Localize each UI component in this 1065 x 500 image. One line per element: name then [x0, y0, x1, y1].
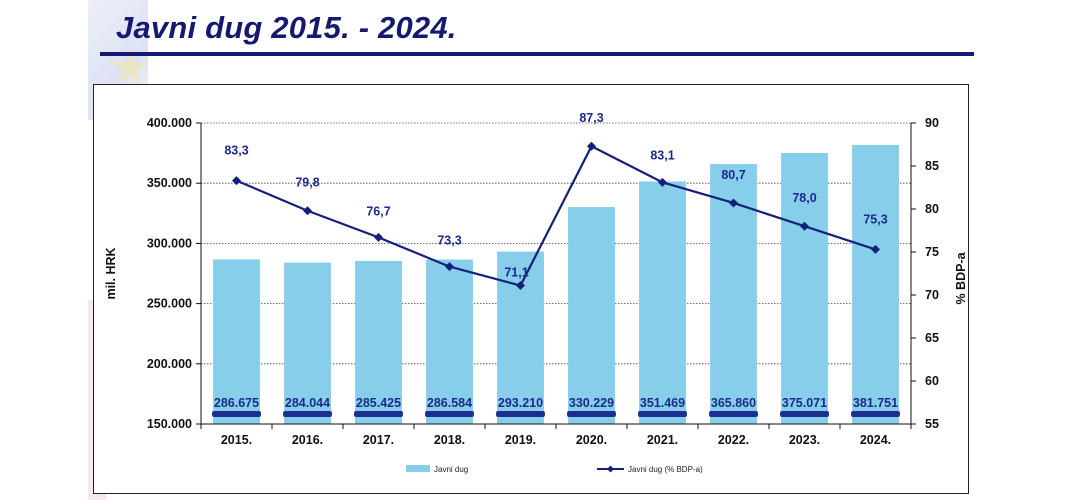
line-point [658, 177, 667, 187]
y-tick-label: 150.000 [147, 417, 192, 431]
bar-label-underline [496, 411, 545, 417]
x-tick-label: 2019. [505, 433, 536, 447]
y-tick-label: 400.000 [147, 116, 192, 130]
bar-value-label: 286.584 [427, 396, 472, 410]
page-title: Javni dug 2015. - 2024. [116, 10, 457, 45]
bar-label-underline [780, 411, 829, 417]
line-point [374, 232, 383, 242]
y-axis-title: mil. HRK [104, 247, 118, 299]
bar-label-underline [638, 411, 687, 417]
bar-label-underline [425, 411, 474, 417]
bar-value-label: 293.210 [498, 396, 543, 410]
y-tick-label: 200.000 [147, 357, 192, 371]
x-tick-label: 2022. [718, 433, 749, 447]
bar [639, 181, 686, 424]
bar [852, 144, 899, 424]
bar-label-underline [354, 411, 403, 417]
line-point-label: 73,3 [437, 234, 461, 248]
bar-value-label: 284.044 [285, 396, 330, 410]
legend-swatch-marker [607, 465, 614, 473]
bar-label-underline [567, 411, 616, 417]
line-point-label: 78,0 [792, 191, 816, 205]
bar [284, 262, 331, 424]
bar-value-label: 375.071 [782, 396, 827, 410]
line-point [800, 221, 809, 231]
line-point [871, 244, 880, 254]
y2-tick-label: 65 [925, 331, 939, 345]
y-tick-label: 350.000 [147, 176, 192, 190]
combo-chart: 150.000 200.000 250.000 300.000 350.000 400.0… [104, 111, 968, 474]
line-point-label: 79,8 [295, 176, 319, 190]
line-point-label: 83,3 [224, 144, 248, 158]
x-tick-label: 2016. [292, 433, 323, 447]
y2-tick-label: 55 [925, 417, 939, 431]
bar [568, 207, 615, 424]
x-tick-label: 2015. [221, 433, 252, 447]
y2-axis-title: % BDP-a [954, 251, 968, 304]
line-point [516, 281, 525, 291]
line-point [729, 198, 738, 208]
y2-tick-label: 70 [925, 288, 939, 302]
bar-label-underline [283, 411, 332, 417]
bar-label-underline [709, 411, 758, 417]
bar-label-underline [212, 411, 261, 417]
bar [355, 260, 402, 424]
y2-tick-label: 75 [925, 245, 939, 259]
y-tick-label: 250.000 [147, 297, 192, 311]
line-series [236, 144, 876, 287]
y-tick-label: 300.000 [147, 236, 192, 250]
bar-value-label: 365.860 [711, 396, 756, 410]
y2-tick-label: 80 [925, 202, 939, 216]
bar [213, 259, 260, 424]
x-tick-label: 2020. [576, 433, 607, 447]
bar-label-underline [851, 411, 900, 417]
bar-value-label: 381.751 [853, 396, 898, 410]
line-point [232, 176, 241, 186]
line-point [445, 262, 454, 272]
line-point-label: 83,1 [650, 148, 674, 162]
chart-frame: 150.000 200.000 250.000 300.000 350.000 400.0… [93, 84, 969, 494]
x-tick-label: 2017. [363, 433, 394, 447]
legend-swatch-bar [406, 465, 430, 472]
line-point-label: 76,7 [366, 204, 390, 218]
bar-value-label: 286.675 [214, 396, 259, 410]
x-tick-label: 2021. [647, 433, 678, 447]
y2-tick-label: 90 [925, 116, 939, 130]
bar-value-label: 351.469 [640, 396, 685, 410]
line-point [587, 141, 596, 151]
y2-tick-label: 85 [925, 159, 939, 173]
bar-value-label: 285.425 [356, 396, 401, 410]
legend-label-bar: Javni dug [434, 465, 468, 474]
line-point-label: 87,3 [579, 111, 603, 125]
x-tick-label: 2024. [860, 433, 891, 447]
x-tick-label: 2023. [789, 433, 820, 447]
legend-label-line: Javni dug (% BDP-a) [628, 465, 703, 474]
line-point [303, 206, 312, 216]
bar [781, 153, 828, 424]
bar-value-label: 330.229 [569, 396, 614, 410]
y2-tick-label: 60 [925, 374, 939, 388]
bar [426, 259, 473, 424]
line-point-label: 75,3 [863, 212, 887, 226]
line-point-label: 80,7 [721, 168, 745, 182]
x-tick-label: 2018. [434, 433, 465, 447]
title-divider [100, 52, 974, 56]
line-point-label: 71,1 [504, 266, 528, 280]
